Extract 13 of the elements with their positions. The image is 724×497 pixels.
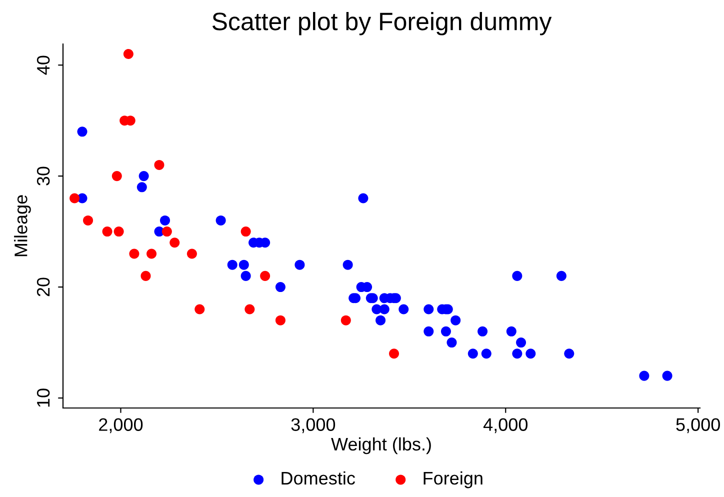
y-tick-label: 20 (36, 278, 50, 296)
x-axis-title: Weight (lbs.) (331, 437, 431, 454)
y-tick-label: 40 (36, 56, 50, 75)
chart-title: Scatter plot by Foreign dummy (212, 12, 552, 36)
legend-label: Domestic (282, 471, 355, 485)
y-axis-title: Mileage (14, 195, 31, 256)
x-tick-label: 2,000 (99, 418, 143, 434)
x-tick-label: 4,000 (483, 418, 528, 434)
y-tick-label: 30 (36, 166, 50, 186)
x-tick-label: 5,000 (676, 418, 720, 434)
x-tick-label: 3,000 (291, 418, 336, 434)
legend-label: Foreign (424, 471, 482, 488)
y-tick-label: 10 (36, 388, 50, 407)
